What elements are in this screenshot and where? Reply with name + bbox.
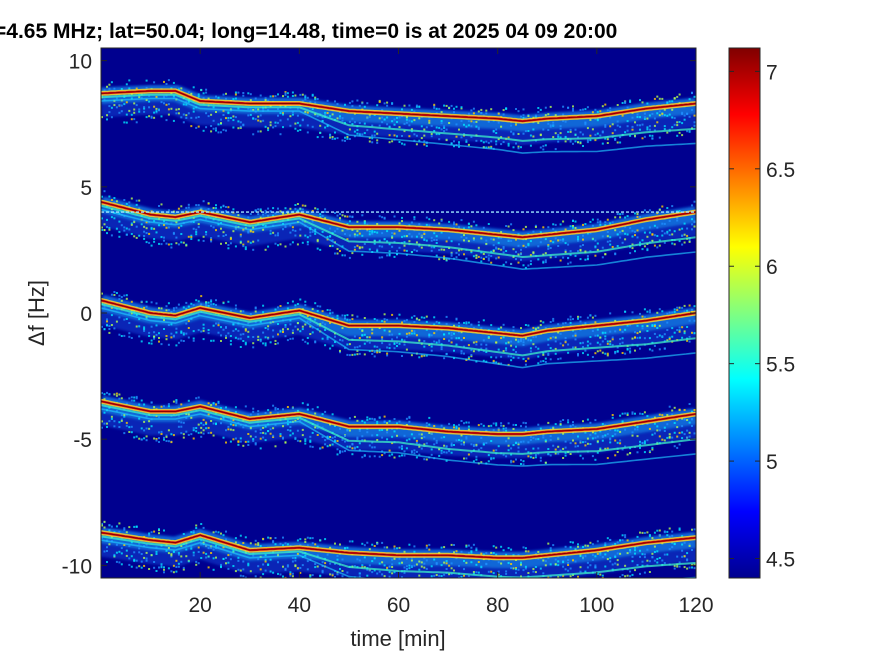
y-tick-label: 5 <box>80 177 92 200</box>
x-axis: 20 40 60 80 100 120 <box>188 48 714 617</box>
trace-band <box>101 391 696 467</box>
y-tick-label: -10 <box>62 555 92 578</box>
x-axis-label: time [min] <box>350 626 445 651</box>
colorbar <box>728 47 761 579</box>
y-tick-label: -5 <box>73 429 92 452</box>
x-tick-label: 100 <box>579 594 614 617</box>
colorbar-tick-label: 6 <box>766 256 778 279</box>
x-tick-label: 20 <box>188 594 211 617</box>
x-tick-label: 80 <box>486 594 509 617</box>
x-tick-label: 60 <box>387 594 410 617</box>
colorbar-tick-label: 6.5 <box>766 159 795 182</box>
y-tick-label: 0 <box>80 303 92 326</box>
trace-band <box>101 79 696 154</box>
colorbar-tick-label: 7 <box>766 61 778 84</box>
chart-title: =4.65 MHz; lat=50.04; long=14.48, time=0… <box>0 20 617 43</box>
colorbar-tick-label: 5.5 <box>766 354 795 377</box>
colorbar-tick-label: 5 <box>766 451 778 474</box>
y-axis: 10 5 0 -5 -10 <box>62 51 696 578</box>
y-axis-label: Δf [Hz] <box>24 280 49 346</box>
colorbar-ticks: 7 6.5 6 5.5 5 4.5 <box>729 61 795 572</box>
x-tick-label: 120 <box>678 594 713 617</box>
y-tick-label: 10 <box>69 51 92 74</box>
trace-band <box>101 291 696 369</box>
trace-band <box>101 190 696 271</box>
colorbar-tick-label: 4.5 <box>766 549 795 572</box>
x-tick-label: 40 <box>288 594 311 617</box>
